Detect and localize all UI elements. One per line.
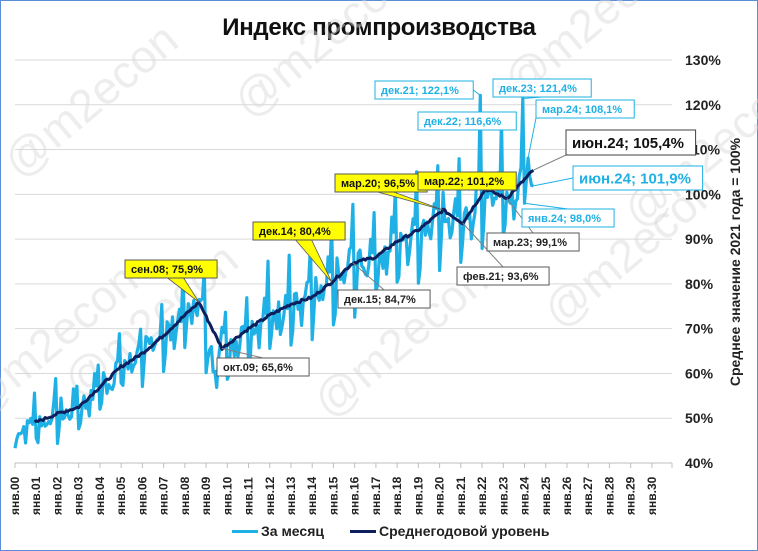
annotation-callout: дек.23; 121,4% [492, 78, 592, 100]
x-tick-label: янв.21 [454, 476, 468, 515]
annotation-callout: мар.23; 99,1% [486, 198, 580, 252]
x-tick-label: янв.17 [369, 476, 383, 515]
annotation-callout: дек.14; 80,4% [252, 221, 346, 283]
annotation-label: июн.24; 101,9% [579, 170, 691, 187]
annotation-label: дек.14; 80,4% [259, 226, 331, 238]
x-tick-label: янв.01 [29, 476, 43, 515]
x-tick-label: янв.27 [581, 476, 595, 515]
x-tick-label: янв.18 [390, 476, 404, 515]
y-tick-label: 70% [685, 321, 714, 337]
legend-label-monthly: За месяц [261, 523, 324, 539]
annotation-label: мар.23; 99,1% [493, 237, 567, 249]
x-tick-label: янв.08 [178, 476, 192, 515]
x-tick-label: янв.30 [645, 476, 659, 515]
annotation-label: фев.21; 93,6% [463, 271, 539, 283]
chart-legend: За месяц Среднегодовой уровень [232, 523, 549, 539]
x-tick-label: янв.22 [475, 476, 489, 515]
y-tick-label: 40% [685, 455, 714, 471]
annotation-label: сен.08; 75,9% [131, 264, 203, 276]
annotation-callout: окт.09; 65,6% [216, 347, 310, 377]
annotation-callout: янв.24; 98,0% [521, 202, 615, 228]
annotation-label: мар.22; 101,2% [424, 176, 504, 188]
annotation-callout: июн.24; 105,4% [533, 129, 697, 171]
y-tick-label: 80% [685, 276, 714, 292]
annotation-callout: мар.24; 108,1% [527, 99, 635, 159]
annotation-label: июн.24; 105,4% [572, 135, 684, 152]
annotation-label: мар.20; 96,5% [341, 178, 415, 190]
annotation-callout: июн.24; 101,9% [533, 165, 704, 191]
x-tick-label: янв.05 [114, 476, 128, 515]
y-tick-label: 60% [685, 365, 714, 381]
x-tick-label: янв.16 [348, 476, 362, 515]
x-tick-label: янв.26 [560, 476, 574, 515]
annotation-label: дек.21; 122,1% [381, 85, 459, 97]
x-tick-label: янв.02 [50, 476, 64, 515]
series-annual-line [33, 169, 535, 424]
annotation-layer: сен.08; 75,9% окт.09; 65,6% дек.14; 80,4% д… [124, 78, 704, 377]
y-tick-label: 130% [685, 52, 721, 68]
legend-item-monthly: За месяц [232, 523, 324, 539]
annotation-callout: дек.21; 122,1% [374, 80, 481, 100]
legend-item-annual: Среднегодовой уровень [349, 523, 550, 539]
annotation-callout: фев.21; 93,6% [456, 222, 550, 286]
x-tick-label: янв.15 [326, 476, 340, 515]
watermark-text: @m2econ [223, 0, 418, 128]
x-tick-label: янв.03 [72, 476, 86, 515]
annotation-label: янв.24; 98,0% [528, 213, 601, 225]
x-tick-label: янв.12 [263, 476, 277, 515]
x-tick-label: янв.10 [220, 476, 234, 515]
watermark-layer: @m2econ @m2econ @m2econ@m2econ @m2econ@m2ec… [0, 0, 758, 428]
x-tick-label: янв.00 [8, 476, 22, 515]
y-axis-title: Среднее значение 2021 года = 100% [727, 137, 743, 386]
x-tick-label: янв.24 [518, 476, 532, 515]
legend-label-annual: Среднегодовой уровень [378, 523, 550, 539]
x-tick-label: янв.29 [624, 476, 638, 515]
x-tick-label: янв.19 [411, 476, 425, 515]
x-tick-label: янв.14 [305, 476, 319, 515]
annotation-label: дек.23; 121,4% [499, 83, 577, 95]
x-tick-label: янв.07 [157, 476, 171, 515]
annotation-callout: сен.08; 75,9% [124, 259, 218, 303]
x-tick-label: янв.11 [242, 477, 256, 515]
legend-swatch-annual [349, 529, 376, 533]
annotation-callout: дек.15; 84,7% [337, 262, 431, 309]
annotation-label: мар.24; 108,1% [542, 104, 622, 116]
y-tick-label: 120% [685, 97, 721, 113]
watermark-text: @m2econ [0, 13, 188, 188]
annotation-label: дек.15; 84,7% [344, 294, 416, 306]
chart-title: Индекс промпроизводства [222, 14, 536, 41]
y-tick-label: 90% [685, 231, 714, 247]
x-tick-label: янв.06 [135, 476, 149, 515]
x-tick-label: янв.04 [93, 476, 107, 515]
x-tick-label: янв.13 [284, 476, 298, 515]
x-tick-label: янв.09 [199, 476, 213, 515]
x-tick-label: янв.28 [602, 476, 616, 515]
y-tick-label: 50% [685, 410, 714, 426]
annotation-callout: дек.22; 116,6% [417, 111, 517, 131]
annotation-callout: мар.22; 101,2% [417, 171, 517, 191]
annotation-label: дек.22; 116,6% [424, 116, 502, 128]
annotation-callout: мар.20; 96,5% [334, 173, 444, 211]
legend-swatch-monthly [232, 529, 258, 533]
x-tick-label: янв.25 [539, 476, 553, 515]
annotation-label: окт.09; 65,6% [223, 362, 293, 374]
x-tick-label: янв.23 [496, 476, 510, 515]
x-tick-label: янв.20 [433, 476, 447, 515]
